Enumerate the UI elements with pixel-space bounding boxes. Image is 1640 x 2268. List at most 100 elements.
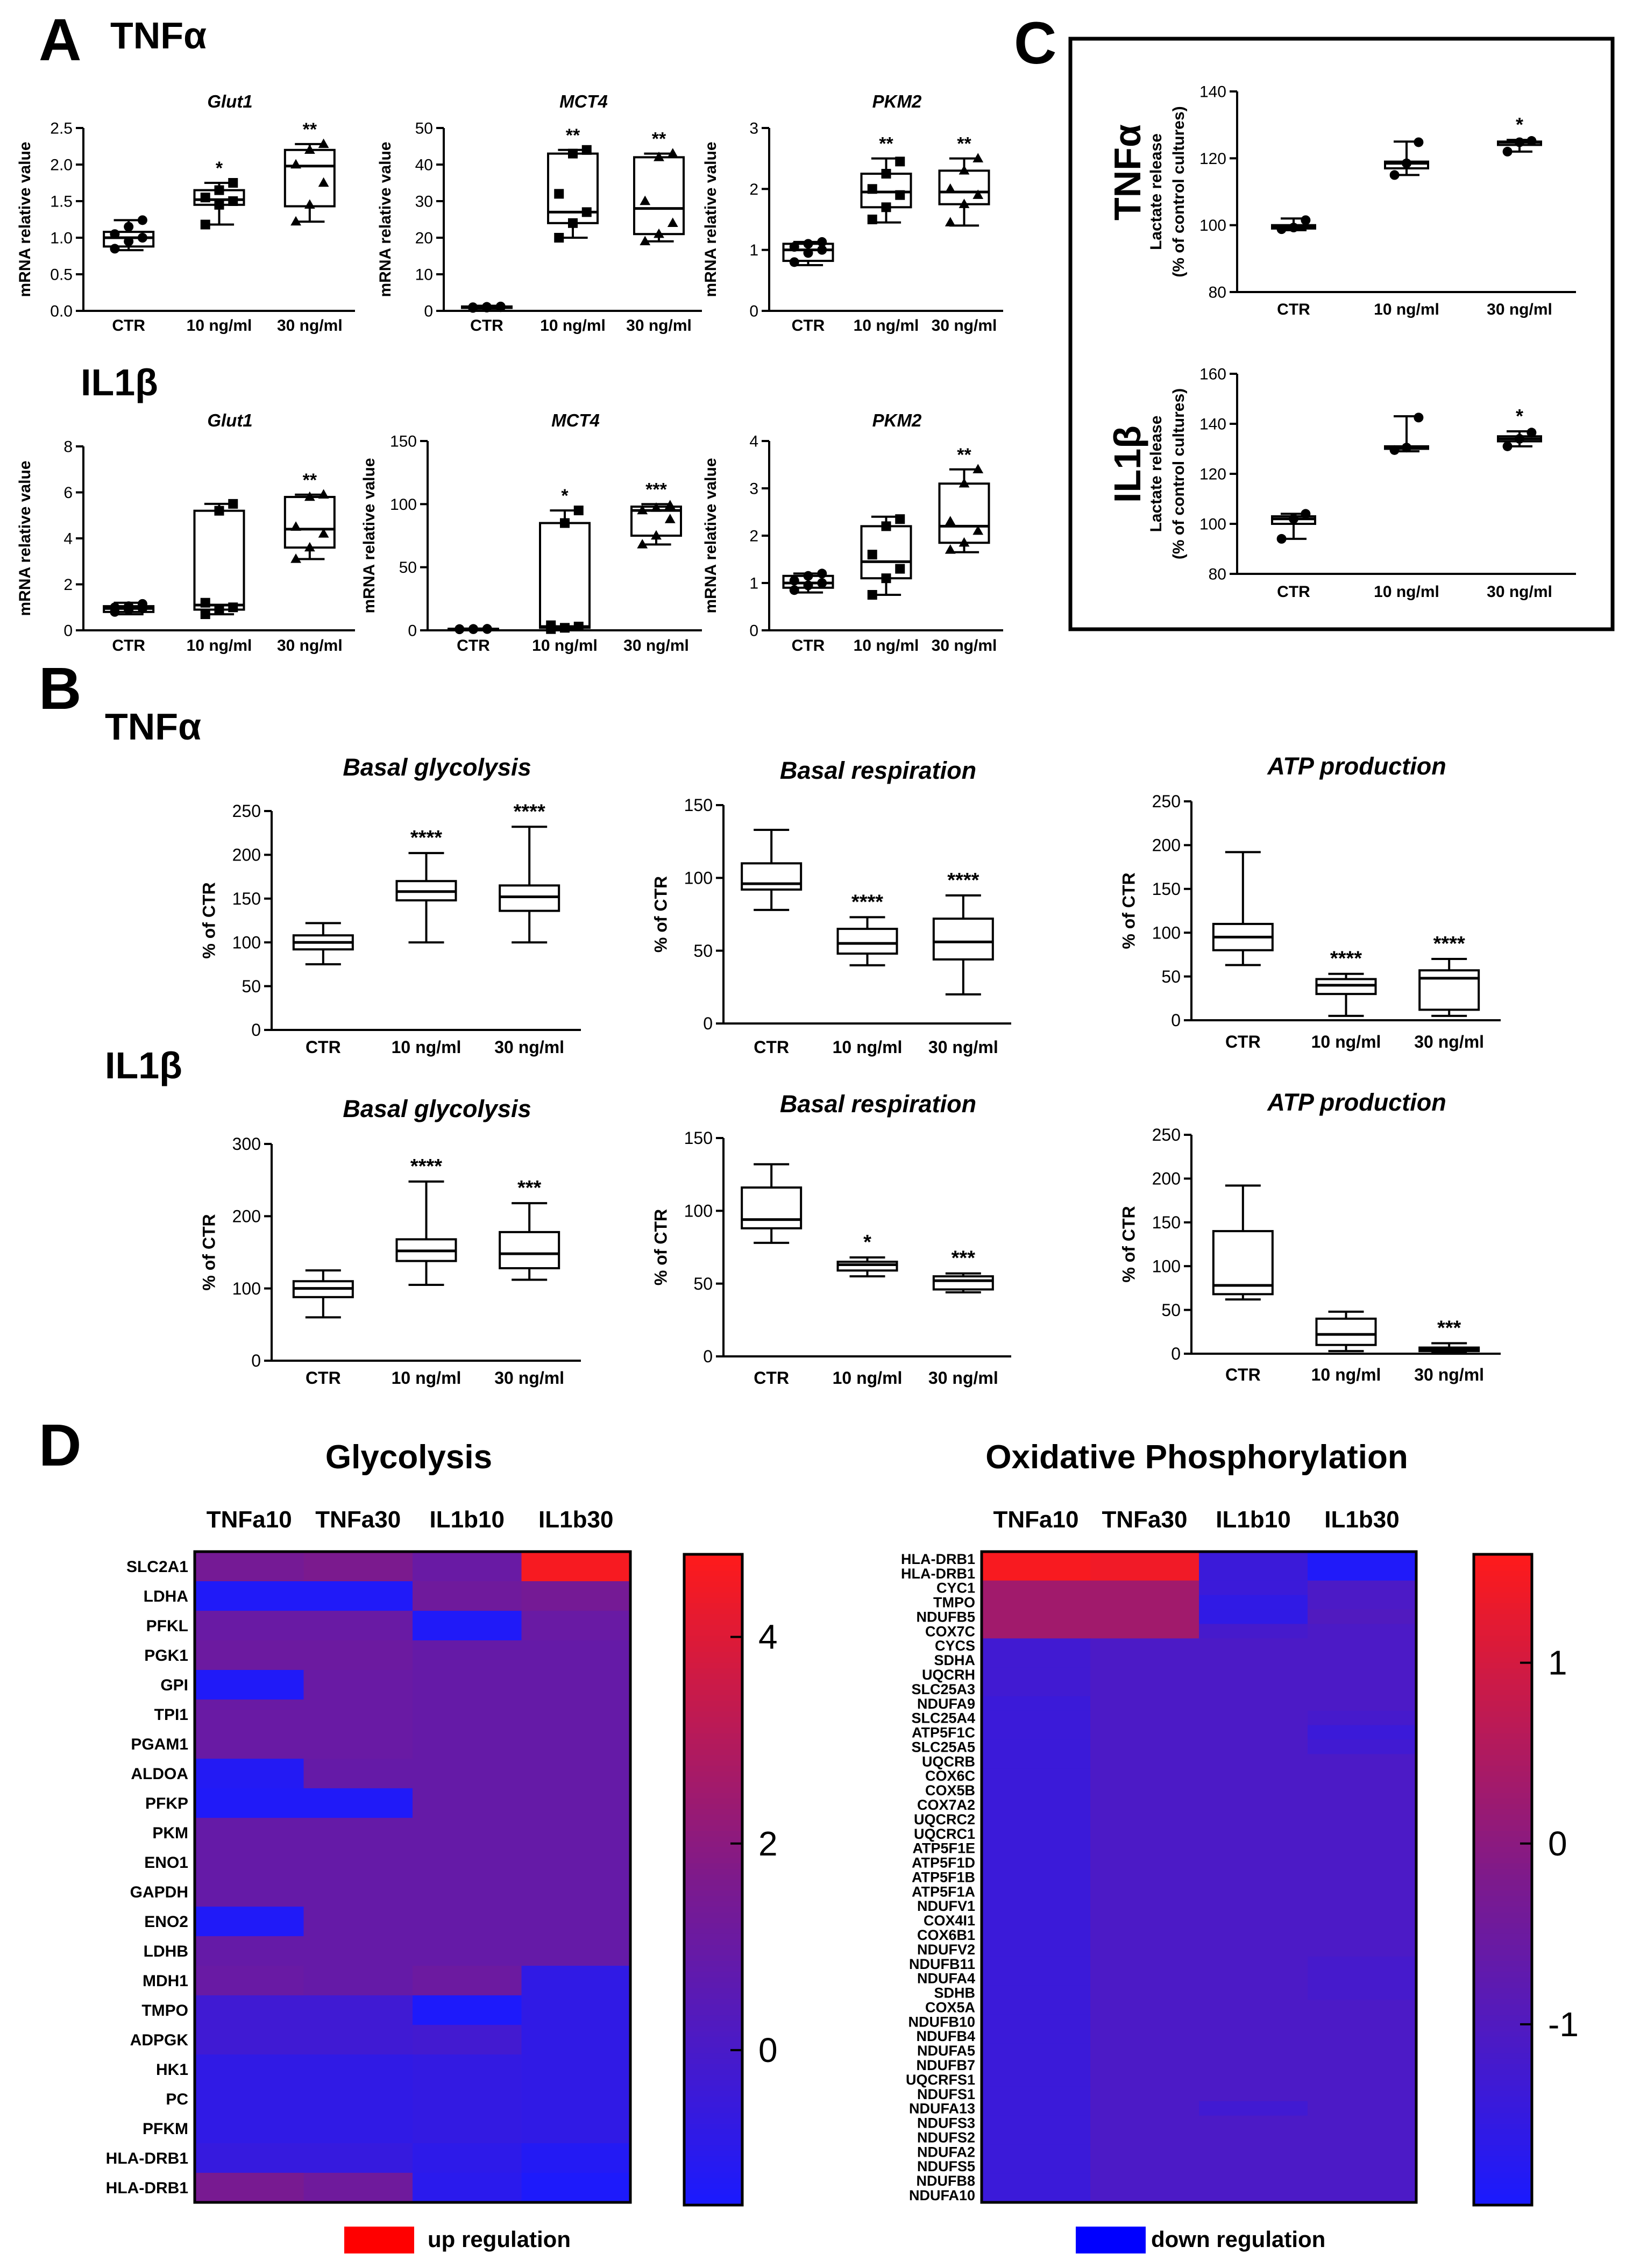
box-0 <box>103 599 155 617</box>
iqr-box <box>633 156 685 236</box>
colorbar-band <box>684 1587 742 1593</box>
data-point <box>959 198 970 208</box>
data-point <box>867 550 877 560</box>
colorbar-band <box>684 1831 742 1837</box>
colorbar-band <box>684 2015 742 2021</box>
heatmap-cell <box>982 2058 1091 2073</box>
heatmap-cell <box>195 1729 304 1759</box>
y-tick-label: 100 <box>684 869 713 888</box>
colorbar-band <box>684 1738 742 1745</box>
colorbar-band <box>684 1755 742 1761</box>
colorbar-band <box>684 1657 742 1663</box>
colorbar-band <box>1474 1858 1532 1864</box>
heatmap-cell <box>1199 2130 1308 2145</box>
row-label: LDHA <box>144 1588 188 1605</box>
colorbar-band <box>1474 1657 1532 1663</box>
heatmap-cell <box>303 1700 413 1730</box>
category-label: 30 ng/ml <box>932 637 997 655</box>
heatmap-cell <box>1308 2159 1417 2174</box>
box-0 <box>741 829 803 911</box>
colorbar-band <box>684 1613 742 1620</box>
colorbar-band <box>684 1766 742 1772</box>
data-point <box>214 185 224 195</box>
colorbar-tick-label: 0 <box>758 2031 778 2070</box>
heatmap-cell <box>1308 1754 1417 1769</box>
column-label: IL1b10 <box>1216 1506 1290 1533</box>
data-point <box>867 184 877 194</box>
box-0 <box>1212 1184 1274 1301</box>
colorbar-band <box>684 1901 742 1908</box>
colorbar-band <box>684 1782 742 1788</box>
heatmap-cell <box>1308 2115 1417 2131</box>
colorbar-band <box>1474 1901 1532 1908</box>
colorbar-band <box>1474 2129 1532 2135</box>
heatmap-cell <box>303 1729 413 1759</box>
row-label: ADPGK <box>130 2031 189 2049</box>
colorbar-band <box>684 2053 742 2059</box>
colorbar-band <box>684 1885 742 1891</box>
colorbar-band <box>1474 2058 1532 2065</box>
heatmap-cell <box>195 1759 304 1789</box>
colorbar-band <box>1474 1907 1532 1913</box>
category-label: 30 ng/ml <box>1487 583 1552 601</box>
heatmap-cell <box>1090 2014 1199 2029</box>
colorbar-band <box>1474 1695 1532 1702</box>
row-label: NDUFS1 <box>917 2086 975 2102</box>
data-point <box>137 233 147 243</box>
heatmap-cell <box>1199 1667 1308 1682</box>
colorbar-band <box>684 1928 742 1935</box>
colorbar-band <box>1474 2015 1532 2021</box>
heatmap-cell <box>1090 1725 1199 1740</box>
data-point <box>1414 413 1424 423</box>
y-tick-label: 150 <box>1152 879 1181 899</box>
heatmap-cell <box>982 1624 1091 1639</box>
chart-title: MCT4 <box>559 91 608 111</box>
heatmap-cell <box>1199 2043 1308 2058</box>
data-point <box>200 609 210 620</box>
colorbar-band <box>1474 1625 1532 1631</box>
colorbar-band <box>684 2031 742 2038</box>
column-label: IL1b10 <box>430 1506 505 1533</box>
row-label: SDHA <box>934 1652 975 1668</box>
colorbar-band <box>1474 1570 1532 1577</box>
y-tick-label: 200 <box>232 1207 261 1226</box>
row-label: NDUFA13 <box>909 2101 975 2117</box>
heatmap-cell <box>982 2043 1091 2058</box>
colorbar-band <box>684 1711 742 1718</box>
heatmap-cell <box>1308 1739 1417 1755</box>
y-tick-label: 0.0 <box>50 303 73 321</box>
y-tick-label: 0 <box>1171 1344 1181 1363</box>
row-label: ENO2 <box>144 1913 188 1931</box>
heatmap-cell <box>195 1611 304 1641</box>
heatmap-cell <box>195 1581 304 1611</box>
heatmap-cell <box>413 1788 522 1818</box>
row-label: NDUFA9 <box>917 1696 975 1712</box>
data-point <box>972 189 984 199</box>
colorbar-band <box>1474 2162 1532 2168</box>
y-tick-label: 50 <box>1161 1300 1181 1320</box>
heatmap-cell <box>413 1847 522 1878</box>
colorbar-band <box>684 2037 742 2043</box>
data-point <box>654 228 664 238</box>
heatmap-cell <box>1199 1638 1308 1653</box>
heatmap-cell <box>521 1788 631 1818</box>
data-point <box>560 623 570 633</box>
heatmap-cell <box>521 2025 631 2055</box>
heatmap-cell <box>1199 1869 1308 1885</box>
data-point <box>124 222 134 232</box>
box-1: ** <box>547 125 599 243</box>
row-title-c-il1: IL1β <box>1106 425 1148 503</box>
heatmap-cell <box>1199 1754 1308 1769</box>
data-point <box>959 478 970 488</box>
heatmap-cell <box>982 1725 1091 1740</box>
chart-title: Basal respiration <box>780 757 976 784</box>
data-point <box>482 624 492 634</box>
heatmap-cell <box>982 2115 1091 2131</box>
row-label: ATP5F1B <box>912 1869 975 1885</box>
box-2: *** <box>630 479 682 549</box>
category-label: CTR <box>1277 583 1310 601</box>
colorbar-band <box>684 1793 742 1799</box>
heatmap-cell <box>1199 1595 1308 1610</box>
y-tick-label: 50 <box>693 941 713 961</box>
category-label: 10 ng/ml <box>540 317 606 335</box>
